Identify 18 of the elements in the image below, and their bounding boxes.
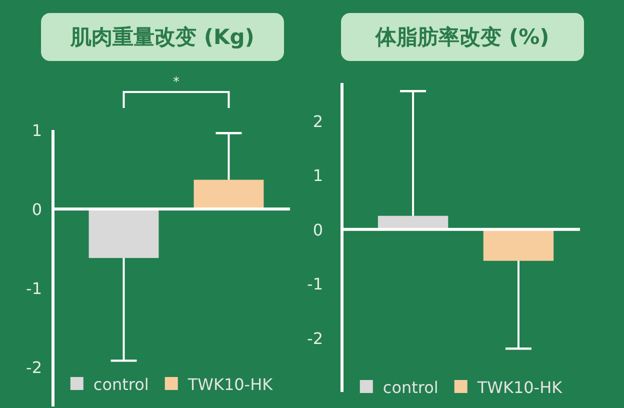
y-tick-label: -2 [307,328,323,348]
title: 肌肉重量改变 (Kg) [41,13,284,61]
chart-title: 肌肉重量改变 (Kg) [70,25,254,49]
y-tick-label: 2 [312,111,323,130]
title: 体脂肪率改变 (%) [341,13,584,61]
legend-label: control [93,374,149,394]
legend-label: control [382,378,438,396]
y-tick-label: 1 [32,120,42,140]
legend-label: TWK10-HK [188,374,273,394]
y-tick-label: -1 [26,278,42,298]
y-tick-label: 0 [312,220,323,239]
y-tick-label: -2 [26,358,42,376]
y-tick-label: 1 [312,166,323,185]
annotation: * [173,74,180,90]
chart-title: 体脂肪率改变 (%) [374,25,550,49]
y-tick-label: -1 [307,274,323,294]
legend-label: TWK10-HK [477,378,562,396]
y-tick-label: 0 [32,200,42,218]
